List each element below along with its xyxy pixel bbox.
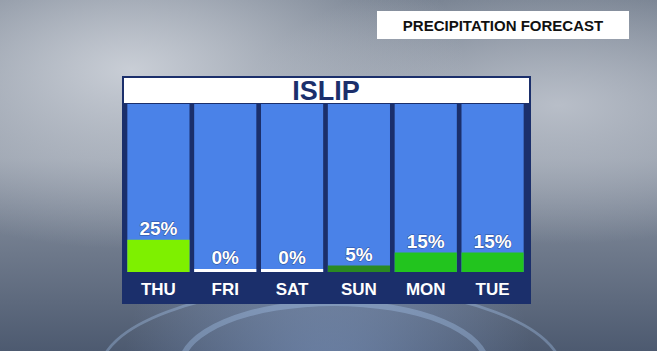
svg-text:0%: 0% — [212, 247, 240, 268]
svg-text:15%: 15% — [407, 231, 445, 252]
svg-text:ISLIP: ISLIP — [292, 76, 360, 106]
svg-text:SUN: SUN — [341, 280, 377, 299]
svg-text:MON: MON — [406, 280, 446, 299]
svg-text:SAT: SAT — [276, 280, 309, 299]
svg-text:5%: 5% — [345, 244, 373, 265]
svg-text:15%: 15% — [474, 231, 512, 252]
svg-text:0%: 0% — [278, 247, 306, 268]
svg-text:FRI: FRI — [212, 280, 239, 299]
svg-text:TUE: TUE — [476, 280, 510, 299]
svg-text:PRECIPITATION FORECAST: PRECIPITATION FORECAST — [403, 17, 603, 34]
svg-text:25%: 25% — [139, 218, 177, 239]
svg-text:THU: THU — [141, 280, 176, 299]
